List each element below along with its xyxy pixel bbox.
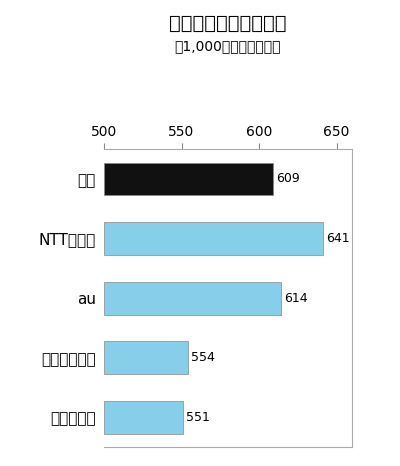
Bar bbox=[104, 282, 281, 315]
Bar bbox=[104, 401, 183, 434]
Bar bbox=[104, 222, 322, 255]
Text: 641: 641 bbox=[326, 232, 349, 245]
Text: 609: 609 bbox=[276, 172, 300, 185]
Text: 顧客満足度ランキング: 顧客満足度ランキング bbox=[169, 14, 287, 33]
Text: 554: 554 bbox=[191, 351, 215, 364]
Bar bbox=[104, 342, 188, 374]
Text: （1,000ポイント満点）: （1,000ポイント満点） bbox=[175, 40, 281, 54]
Bar bbox=[104, 163, 273, 195]
Text: 551: 551 bbox=[186, 411, 210, 424]
Text: 614: 614 bbox=[284, 292, 308, 305]
